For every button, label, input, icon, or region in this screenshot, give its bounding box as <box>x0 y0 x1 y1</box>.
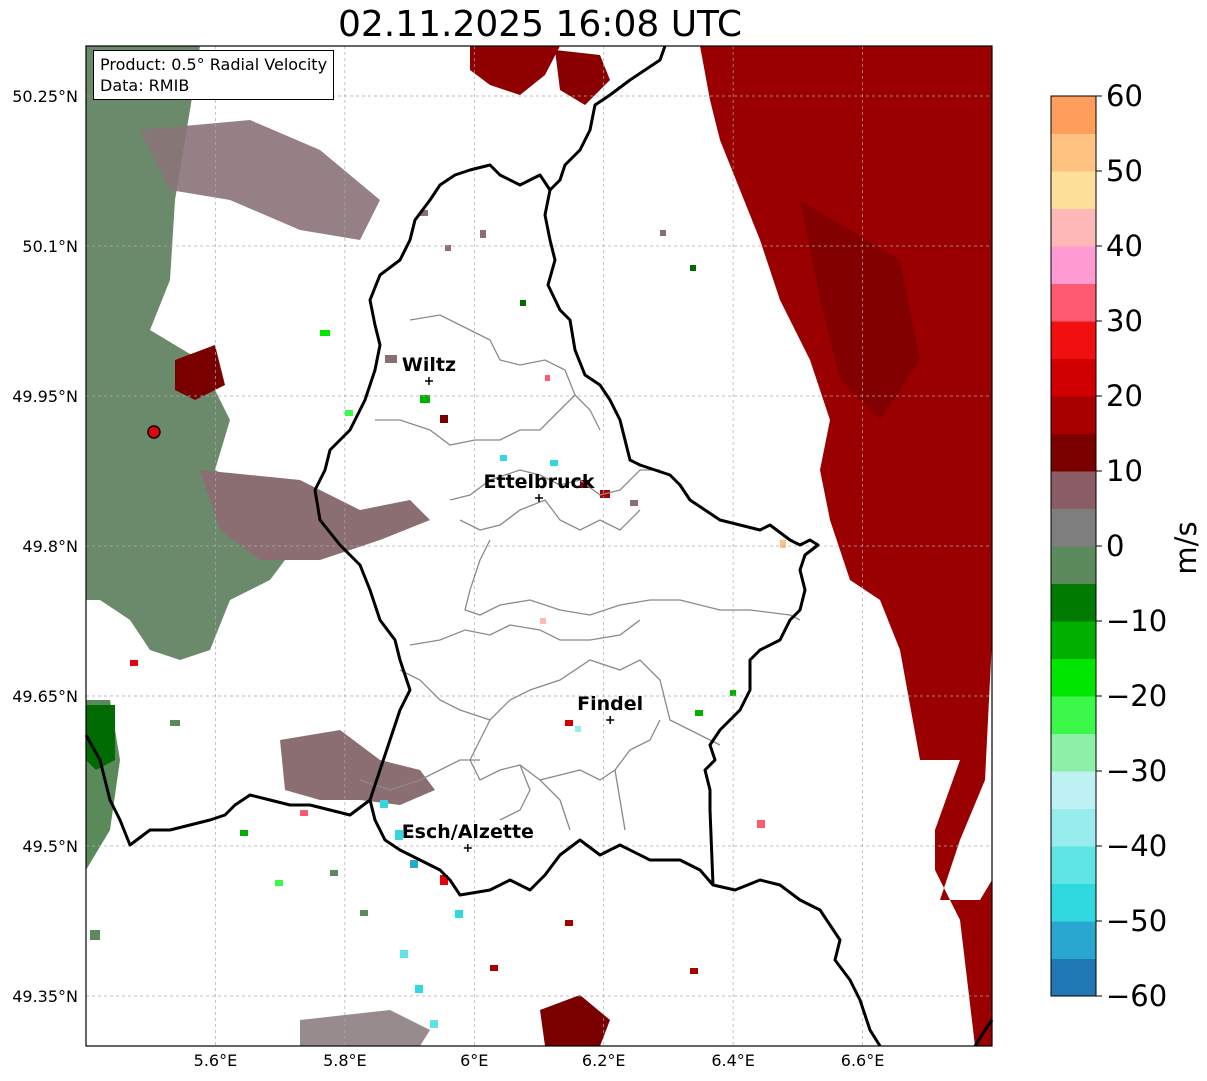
colorbar-segment <box>1051 621 1096 659</box>
colorbar-segment <box>1051 921 1096 959</box>
colorbar-tick-label: 40 <box>1106 229 1143 263</box>
city-label: Wiltz <box>402 354 456 376</box>
colorbar-segment <box>1051 696 1096 734</box>
colorbar-tick-label: −50 <box>1106 904 1167 938</box>
colorbar-segment <box>1051 583 1096 622</box>
colorbar-segment <box>1051 508 1096 547</box>
city-label: Esch/Alzette <box>402 821 534 843</box>
colorbar-unit-label: m/s <box>1169 521 1203 574</box>
colorbar-segment <box>1051 96 1096 134</box>
city-label: Findel <box>577 693 643 715</box>
y-tick-label: 49.65°N <box>12 687 78 706</box>
neutral-echo-south <box>280 730 435 805</box>
national-borders <box>84 45 994 1047</box>
map-frame <box>85 45 993 1047</box>
receding-echo-north <box>470 46 560 95</box>
y-tick-label: 49.5°N <box>22 837 78 856</box>
colorbar-segment <box>1051 208 1096 247</box>
colorbar-tick-label: −60 <box>1106 979 1167 1013</box>
x-tick-labels: 5.6°E 5.8°E 6°E 6.2°E 6.4°E 6.6°E <box>194 1051 885 1070</box>
neutral-echo-west <box>140 120 380 240</box>
receding-echo-north-2 <box>555 50 610 105</box>
colorbar-segment <box>1051 133 1096 172</box>
neutral-echo-mid <box>200 470 430 560</box>
x-tick-label: 6.6°E <box>841 1051 885 1070</box>
colorbar-tick-label: −10 <box>1106 604 1167 638</box>
y-tick-label: 50.25°N <box>12 87 78 106</box>
city-markers: Wiltz Ettelbruck Findel Esch/Alzette <box>402 354 643 852</box>
y-tick-label: 50.1°N <box>22 237 78 256</box>
data-source-label: Data: RMIB <box>100 76 190 95</box>
city-marker: Esch/Alzette <box>402 821 534 852</box>
colorbar-segment <box>1051 958 1096 997</box>
approaching-echo-dark <box>86 705 115 770</box>
x-tick-label: 5.6°E <box>194 1051 238 1070</box>
colorbar-segment <box>1051 546 1096 584</box>
colorbar-segment <box>1051 733 1096 772</box>
colorbar-segment <box>1051 171 1096 209</box>
map-title: 02.11.2025 16:08 UTC <box>337 4 743 45</box>
colorbar-segment <box>1051 246 1096 284</box>
colorbar-tick-label: −40 <box>1106 829 1167 863</box>
product-info-box: Product: 0.5° Radial Velocity Data: RMIB <box>93 50 335 100</box>
product-label: Product: 0.5° Radial Velocity <box>100 55 328 74</box>
colorbar-tick-label: −30 <box>1106 754 1167 788</box>
receding-echo-south <box>540 995 610 1046</box>
city-marker: Wiltz <box>402 354 456 385</box>
colorbar-segment <box>1051 771 1096 809</box>
colorbar-segment <box>1051 283 1096 322</box>
colorbar-segment <box>1051 358 1096 397</box>
x-tick-label: 6.4°E <box>711 1051 755 1070</box>
receding-echo-radar <box>175 345 225 400</box>
x-tick-label: 6°E <box>460 1051 488 1070</box>
colorbar-segment <box>1051 808 1096 847</box>
canton-borders <box>359 314 801 831</box>
colorbar-segment <box>1051 321 1096 359</box>
colorbar-tick-label: 30 <box>1106 304 1143 338</box>
y-tick-label: 49.95°N <box>12 387 78 406</box>
colorbar: 60 50 40 30 20 10 0 −10 −20 −30 −40 −50 −60 <box>1050 79 1167 1013</box>
colorbar-tick-label: −20 <box>1106 679 1167 713</box>
city-marker: Findel <box>577 693 643 724</box>
colorbar-segment <box>1051 883 1096 922</box>
colorbar-segment <box>1051 658 1096 697</box>
colorbar-tick-label: 60 <box>1106 79 1143 113</box>
colorbar-tick-label: 20 <box>1106 379 1143 413</box>
city-label: Ettelbruck <box>484 471 595 493</box>
neutral-echo-southwest <box>300 1010 430 1046</box>
lat-lon-grid <box>86 46 992 1046</box>
colorbar-segment <box>1051 471 1096 509</box>
radar-site-marker <box>147 425 161 439</box>
y-tick-label: 49.35°N <box>12 987 78 1006</box>
colorbar-tick-label: 10 <box>1106 454 1143 488</box>
colorbar-segment <box>1051 433 1096 472</box>
receding-echo-east <box>700 46 992 1046</box>
colorbar-tick-label: 50 <box>1106 154 1143 188</box>
x-tick-label: 6.2°E <box>582 1051 626 1070</box>
x-tick-label: 5.8°E <box>323 1051 367 1070</box>
colorbar-segment <box>1051 846 1096 884</box>
velocity-echoes <box>86 46 992 1046</box>
y-tick-labels: 50.25°N 50.1°N 49.95°N 49.8°N 49.65°N 49.5°N 4… <box>12 87 78 1006</box>
y-tick-label: 49.8°N <box>22 537 78 556</box>
receding-echo-core <box>800 200 920 420</box>
colorbar-segment <box>1051 396 1096 434</box>
colorbar-tick-label: 0 <box>1106 529 1124 563</box>
city-marker: Ettelbruck <box>484 471 595 502</box>
